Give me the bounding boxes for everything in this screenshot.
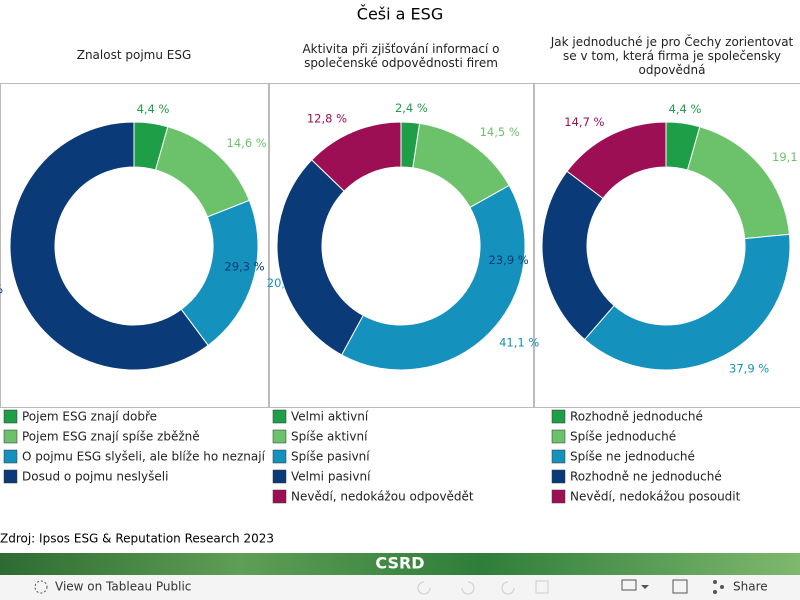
legend-label: Nevědí, nedokážou odpovědět <box>291 490 474 504</box>
redo[interactable] <box>461 581 475 595</box>
legend-label: Pojem ESG znají dobře <box>22 410 157 424</box>
legend-swatch <box>551 489 566 504</box>
legend-label: Spíše ne jednoduché <box>570 450 695 464</box>
legend-label: Velmi pasivní <box>291 470 371 484</box>
dropdown[interactable] <box>641 585 649 589</box>
panel <box>534 83 800 408</box>
legend-swatch <box>272 469 287 484</box>
value-label: 19,1 % <box>772 150 800 164</box>
download[interactable] <box>621 579 637 591</box>
legend-swatch <box>272 449 287 464</box>
value-label: 41,1 % <box>499 336 539 350</box>
donut-slice <box>276 159 364 356</box>
view-link[interactable]: View on Tableau Public <box>34 580 191 594</box>
value-label: 29,3 % <box>224 259 264 273</box>
legend-swatch <box>551 449 566 464</box>
legend-label: Dosud o pojmu neslyšeli <box>22 470 168 484</box>
legend-label: O pojmu ESG slyšeli, ale blíže ho neznaj… <box>22 450 266 464</box>
legend-swatch <box>272 429 287 444</box>
panel <box>0 83 269 408</box>
view-text[interactable]: View on Tableau Public <box>55 580 191 594</box>
revert[interactable] <box>501 581 515 595</box>
legend-label: Rozhodně jednoduché <box>570 410 703 424</box>
value-label: 14,5 % <box>480 125 520 139</box>
value-label: 37,9 % <box>729 361 769 375</box>
value-label: 23,9 % <box>489 253 529 267</box>
donut-slice <box>566 121 667 200</box>
chart-title: Aktivita při zjišťování informací o spol… <box>302 42 500 70</box>
share-button[interactable]: Share <box>713 580 768 595</box>
legend-swatch <box>551 469 566 484</box>
legend-label: Velmi aktivní <box>291 410 369 424</box>
donut-slice <box>583 233 791 371</box>
legend-label: Nevědí, nedokážou posoudit <box>570 490 741 504</box>
value-label: 12,8 % <box>307 111 347 125</box>
value-label: 4,4 % <box>137 102 170 116</box>
value-label: 4,4 % <box>669 102 702 116</box>
legend-swatch <box>272 409 287 424</box>
value-label: 14,6 % <box>227 136 267 150</box>
legend-label: Spíše jednoduché <box>570 430 676 444</box>
source: Zdroj: Ipsos ESG & Reputation Research 2… <box>0 532 274 546</box>
legend-swatch <box>3 469 18 484</box>
legend-swatch <box>551 429 566 444</box>
undo[interactable] <box>417 581 431 595</box>
legend-label: Rozhodně ne jednoduché <box>570 470 722 484</box>
donut-slice <box>9 121 209 371</box>
chart-title: Jak jednoduché je pro Čechy zorientovat … <box>550 35 794 77</box>
legend-label: Spíše aktivní <box>291 430 368 444</box>
chart-title: Znalost pojmu ESG <box>76 48 192 62</box>
donut-slice <box>686 126 790 240</box>
toolbar <box>0 575 800 600</box>
legend-swatch <box>3 429 18 444</box>
pause[interactable] <box>535 580 549 594</box>
value-label: 2,4 % <box>395 101 428 115</box>
donut-slice <box>311 121 402 192</box>
page-title: Češi a ESG <box>357 5 443 24</box>
legend-swatch <box>272 489 287 504</box>
legend-label: Spíše pasivní <box>291 450 370 464</box>
value-label: 14,7 % <box>564 115 604 129</box>
donut-slice <box>340 184 526 371</box>
legend-swatch <box>551 409 566 424</box>
fullscreen[interactable] <box>672 579 688 594</box>
legend-swatch <box>3 449 18 464</box>
value-label: 60,2 % <box>0 282 3 296</box>
legend-label: Pojem ESG znají spíše zběžně <box>22 430 200 444</box>
legend-swatch <box>3 409 18 424</box>
banner <box>0 553 800 575</box>
panel <box>269 83 534 408</box>
share-text[interactable]: Share <box>733 580 768 594</box>
banner-text: CSRD <box>375 554 424 573</box>
